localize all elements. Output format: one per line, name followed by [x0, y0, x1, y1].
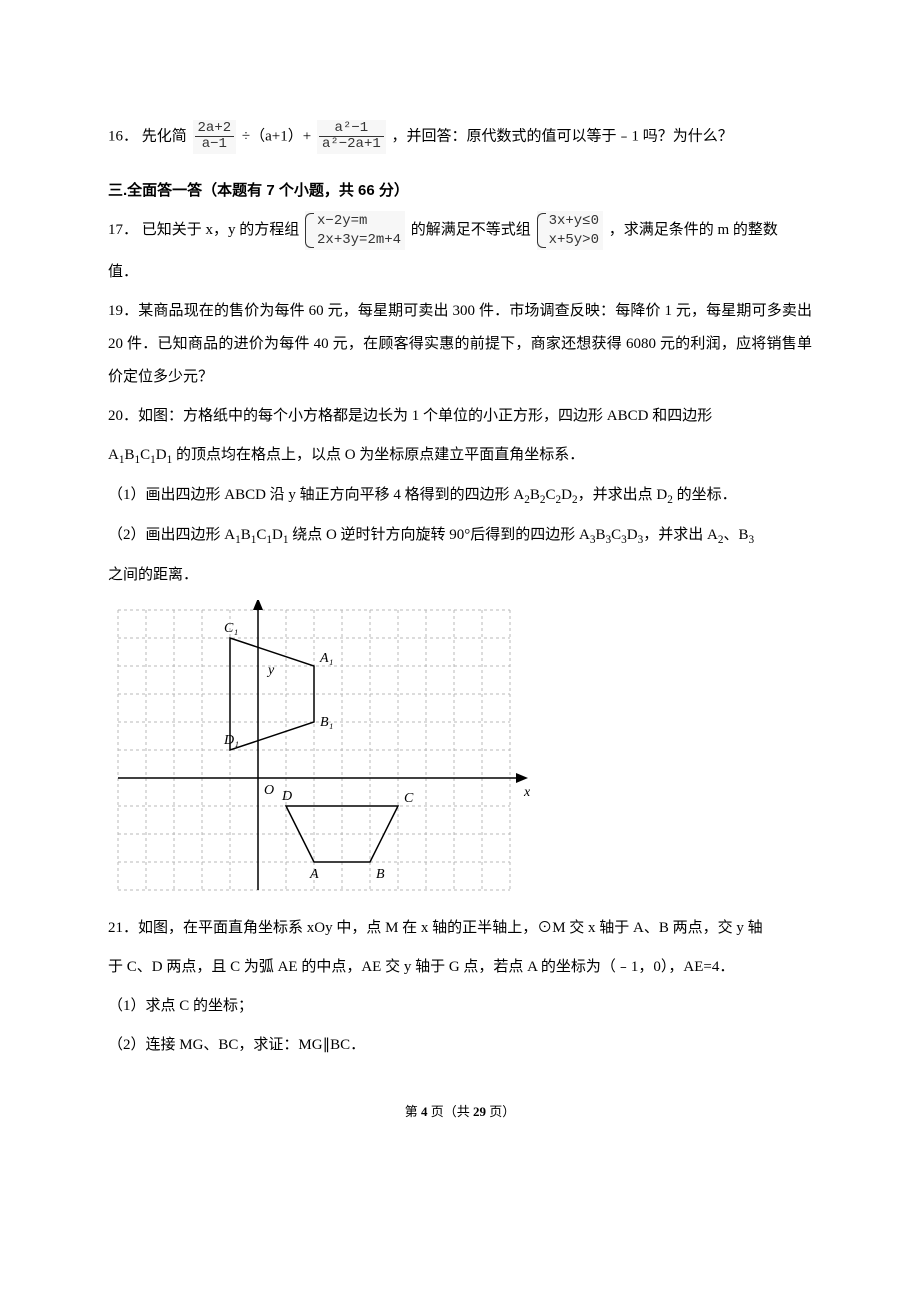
- svg-text:B₁: B₁: [320, 715, 333, 730]
- txt: （2）画出四边形 A: [108, 527, 235, 543]
- txt: 的顶点均在格点上，以点 O 为坐标原点建立平面直角坐标系．: [172, 447, 584, 463]
- txt: B: [530, 487, 540, 503]
- question-21-part2: （2）连接 MG、BC，求证：MG∥BC．: [108, 1029, 812, 1062]
- txt: C: [256, 527, 266, 543]
- svg-text:x: x: [523, 785, 530, 800]
- frac-den: a−1: [195, 137, 235, 152]
- q16-num: 16．: [108, 128, 138, 144]
- txt: D: [627, 527, 638, 543]
- question-21-line2: 于 C、D 两点，且 C 为弧 AE 的中点，AE 交 y 轴于 G 点，若点 …: [108, 951, 812, 984]
- footer-total: 29: [473, 1104, 486, 1119]
- svg-text:y: y: [266, 663, 275, 678]
- q17-mid: 的解满足不等式组: [411, 222, 531, 238]
- eq-row: 3x+y≤0: [547, 212, 601, 231]
- q17-system-a: x−2y=m 2x+3y=2m+4: [305, 211, 405, 251]
- svg-text:C₁: C₁: [224, 621, 238, 636]
- q16-frac2: a²−1 a²−2a+1: [317, 120, 386, 154]
- txt: 的坐标．: [673, 487, 737, 503]
- svg-text:O: O: [264, 783, 274, 798]
- txt: A: [108, 447, 119, 463]
- footer-mid: 页（共: [427, 1104, 473, 1119]
- txt: D: [156, 447, 167, 463]
- frac-num: a²−1: [319, 121, 384, 137]
- question-20-part2: （2）画出四边形 A1B1C1D1 绕点 O 逆时针方向旋转 90°后得到的四边…: [108, 519, 812, 553]
- svg-text:D: D: [281, 789, 292, 804]
- txt: C: [140, 447, 150, 463]
- question-20-part2-tail: 之间的距离．: [108, 559, 812, 592]
- section-3-title: 三.全面答一答（本题有 7 个小题，共 66 分）: [108, 174, 812, 207]
- txt: B: [596, 527, 606, 543]
- grid-figure: Oy x C₁ A₁ B₁ D₁ D C A B: [108, 600, 530, 900]
- sub: 3: [749, 534, 755, 546]
- q19-text: 某商品现在的售价为每件 60 元，每星期可卖出 300 件．市场调查反映：每降价…: [108, 303, 812, 385]
- footer-pre: 第: [405, 1104, 421, 1119]
- txt: 绕点 O 逆时针方向旋转 90°后得到的四边形 A: [288, 527, 589, 543]
- eq-row: x−2y=m: [315, 212, 403, 231]
- txt: C: [611, 527, 621, 543]
- eq-row: 2x+3y=2m+4: [315, 231, 403, 250]
- txt: D: [272, 527, 283, 543]
- footer-post: 页）: [486, 1104, 515, 1119]
- question-21-line1: 21．如图，在平面直角坐标系 xOy 中，点 M 在 x 轴的正半轴上，⊙M 交…: [108, 912, 812, 945]
- txt: ，并求出 A: [643, 527, 718, 543]
- txt: D: [561, 487, 572, 503]
- txt: C: [546, 487, 556, 503]
- q16-post: ，并回答：原代数式的值可以等于﹣1 吗？为什么？: [392, 128, 733, 144]
- q16-mid: ÷（a+1）+: [242, 128, 311, 144]
- txt: ，并求出点 D: [578, 487, 668, 503]
- q19-num: 19．: [108, 303, 138, 319]
- q20-intro1: 如图：方格纸中的每个小方格都是边长为 1 个单位的小正方形，四边形 ABCD 和…: [138, 408, 712, 424]
- svg-text:B: B: [376, 867, 385, 882]
- q16-pre: 先化简: [142, 128, 187, 144]
- question-20-part1: （1）画出四边形 ABCD 沿 y 轴正方向平移 4 格得到的四边形 A2B2C…: [108, 479, 812, 513]
- q17-num: 17．: [108, 222, 138, 238]
- txt: B: [241, 527, 251, 543]
- svg-text:C: C: [404, 791, 414, 806]
- question-20-line2: A1B1C1D1 的顶点均在格点上，以点 O 为坐标原点建立平面直角坐标系．: [108, 439, 812, 473]
- q17-pre: 已知关于 x，y 的方程组: [142, 222, 300, 238]
- eq-row: x+5y>0: [547, 231, 601, 250]
- txt: B: [124, 447, 134, 463]
- q21-num: 21．: [108, 920, 138, 936]
- q21-l1: 如图，在平面直角坐标系 xOy 中，点 M 在 x 轴的正半轴上，⊙M 交 x …: [138, 920, 763, 936]
- q17-post: ，求满足条件的 m 的整数: [609, 222, 778, 238]
- txt: 、B: [723, 527, 748, 543]
- frac-den: a²−2a+1: [319, 137, 384, 152]
- question-17-tail: 值．: [108, 256, 812, 289]
- question-17: 17． 已知关于 x，y 的方程组 x−2y=m 2x+3y=2m+4 的解满足…: [108, 211, 812, 251]
- frac-num: 2a+2: [195, 121, 235, 137]
- svg-text:D₁: D₁: [223, 733, 239, 748]
- svg-text:A₁: A₁: [319, 651, 333, 666]
- question-16: 16． 先化简 2a+2 a−1 ÷（a+1）+ a²−1 a²−2a+1 ，并…: [108, 120, 812, 154]
- q17-system-b: 3x+y≤0 x+5y>0: [537, 211, 603, 251]
- q16-frac1: 2a+2 a−1: [193, 120, 237, 154]
- svg-text:A: A: [309, 867, 319, 882]
- page-footer: 第 4 页（共 29 页）: [108, 1098, 812, 1127]
- question-21-part1: （1）求点 C 的坐标；: [108, 990, 812, 1023]
- question-20-line1: 20．如图：方格纸中的每个小方格都是边长为 1 个单位的小正方形，四边形 ABC…: [108, 400, 812, 433]
- question-19: 19．某商品现在的售价为每件 60 元，每星期可卖出 300 件．市场调查反映：…: [108, 295, 812, 394]
- q20-num: 20．: [108, 408, 138, 424]
- txt: （1）画出四边形 ABCD 沿 y 轴正方向平移 4 格得到的四边形 A: [108, 487, 524, 503]
